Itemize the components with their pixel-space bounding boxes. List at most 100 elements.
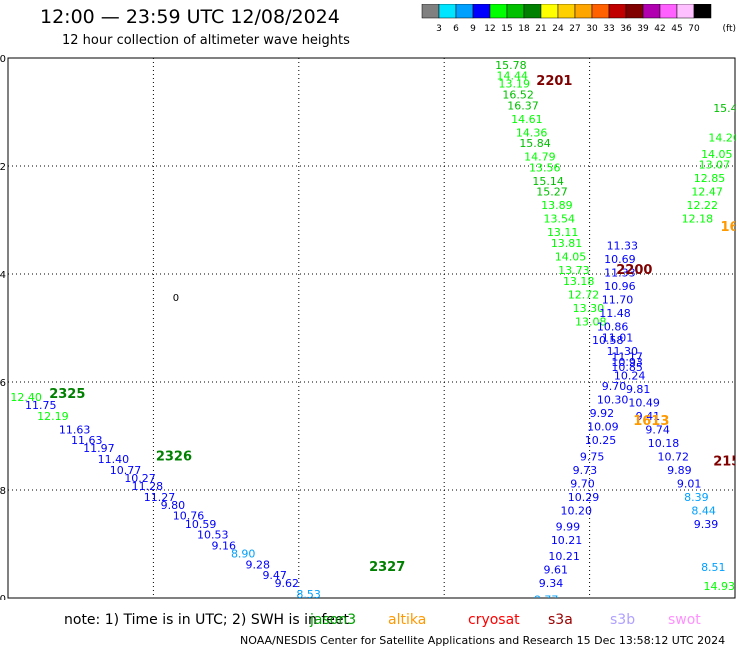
- wave-height-value: 13.08: [575, 315, 607, 328]
- satellite-legend-item: altika: [388, 612, 427, 628]
- wave-height-value: 12.19: [37, 410, 69, 423]
- colorbar-label: 42: [654, 24, 665, 34]
- wave-height-value: 10.18: [648, 437, 680, 450]
- y-tick-label: -52: [0, 162, 6, 173]
- pass-label: 2202: [527, 44, 563, 59]
- wave-height-value: 9.34: [539, 577, 564, 590]
- pass-label: 2326: [156, 449, 192, 464]
- wave-height-value: 10.20: [561, 504, 593, 517]
- wave-height-value: 14.36: [516, 126, 548, 139]
- colorbar-label: 3: [436, 24, 442, 34]
- satellite-legend-item: s3a: [548, 612, 573, 628]
- wave-height-value: 12.85: [694, 172, 726, 185]
- wave-height-value: 14.44: [497, 70, 529, 83]
- wave-height-value: 10.76: [173, 510, 205, 523]
- wave-height-value: 14.05: [701, 148, 733, 161]
- wave-height-value: 11.63: [71, 434, 103, 447]
- colorbar-label: 70: [688, 24, 700, 34]
- wave-height-value: 8.44: [691, 504, 716, 517]
- wave-height-value: 10.86: [597, 321, 629, 334]
- wave-height-value: 16.52: [502, 89, 534, 102]
- wave-height-value: 11.33: [607, 240, 639, 253]
- wave-height-value: 13.18: [563, 275, 595, 288]
- wave-height-value: 14.61: [511, 113, 542, 126]
- pass-label: 2201: [536, 74, 572, 89]
- wave-height-value: 13.30: [573, 302, 605, 315]
- plot-frame: [7, 57, 736, 599]
- colorbar-label: 9: [470, 24, 476, 34]
- wave-height-value: 10.21: [551, 534, 583, 547]
- y-tick-label: -60: [0, 594, 6, 600]
- wave-height-value: 12.40: [10, 391, 42, 404]
- wave-height-value: 10.59: [185, 518, 217, 531]
- wave-height-value: 11.97: [83, 442, 115, 455]
- wave-height-value: 10.58: [592, 334, 624, 347]
- wave-height-value: 15.14: [532, 175, 564, 188]
- wave-height-value: 11.27: [144, 491, 176, 504]
- wave-height-value: 8.55: [313, 596, 338, 600]
- colorbar-label: 39: [637, 24, 649, 34]
- wave-height-value: 9.28: [245, 558, 270, 571]
- wave-height-value: 13.73: [558, 264, 590, 277]
- wave-height-value: 10.29: [568, 491, 600, 504]
- satellite-legend-item: s3b: [610, 612, 636, 628]
- wave-height-chart: 03691215-50-52-54-56-58-6014.5415.7814.4…: [0, 44, 740, 600]
- wave-height-value: 13.89: [541, 199, 573, 212]
- wave-height-value: 9.70: [570, 477, 595, 490]
- wave-height-value: 10.85: [611, 361, 643, 374]
- page-subtitle: 12 hour collection of altimeter wave hei…: [62, 33, 350, 48]
- wave-height-value: 10.24: [614, 369, 646, 382]
- wave-height-value: 16.37: [507, 99, 539, 112]
- colorbar-label: 36: [620, 24, 632, 34]
- wave-height-value: 8.39: [684, 491, 709, 504]
- wave-height-value: 13.56: [529, 161, 561, 174]
- wave-height-value: 14.54: [488, 45, 520, 58]
- wave-height-value: 9.70: [602, 380, 627, 393]
- wave-height-value: 8.53: [296, 588, 321, 600]
- colorbar-label: 24: [552, 24, 564, 34]
- y-tick-label: -56: [0, 378, 6, 389]
- wave-height-value: 12.22: [687, 199, 719, 212]
- wave-height-value: 11.48: [599, 307, 631, 320]
- wave-height-value: 11.40: [98, 453, 130, 466]
- wave-height-value: 10.77: [110, 464, 142, 477]
- wave-height-value: 15.78: [495, 59, 526, 72]
- wave-height-value: 9.89: [667, 464, 692, 477]
- pass-label: 2200: [616, 263, 652, 278]
- satellite-legend-item: swot: [668, 612, 701, 628]
- wave-height-value: 12.47: [691, 186, 723, 199]
- y-tick-label: -54: [0, 270, 6, 281]
- wave-height-value: 10.69: [604, 253, 636, 266]
- y-tick-label: -58: [0, 486, 6, 497]
- pass-label: 2159: [713, 455, 740, 470]
- colorbar-label: 45: [671, 24, 682, 34]
- footer-credit: NOAA/NESDIS Center for Satellite Applica…: [240, 634, 726, 647]
- colorbar-label: 21: [535, 24, 546, 34]
- wave-height-value: 11.63: [59, 423, 91, 436]
- colorbar-unit: (ft): [722, 24, 736, 34]
- pass-label: 2325: [49, 387, 85, 402]
- wave-height-value: 9.74: [645, 423, 670, 436]
- page-title: 12:00 — 23:59 UTC 12/08/2024: [40, 6, 340, 28]
- wave-height-value: 13.54: [544, 213, 576, 226]
- colorbar-label: 18: [518, 24, 530, 34]
- wave-height-value: 9.61: [544, 564, 569, 577]
- wave-height-value: 10.27: [124, 472, 156, 485]
- wave-height-value: 9.01: [677, 477, 702, 490]
- pass-label: 2327: [369, 560, 405, 575]
- wave-height-value: 10.93: [611, 356, 643, 369]
- wave-height-value: 15.84: [519, 137, 551, 150]
- wave-height-value: 10.49: [628, 396, 660, 409]
- colorbar-label: 30: [586, 24, 598, 34]
- wave-height-value: 9.62: [275, 577, 300, 590]
- wave-height-value: 10.53: [197, 529, 229, 542]
- wave-height-value: 9.39: [694, 518, 719, 531]
- satellite-legend-item: jason3: [310, 612, 357, 628]
- wave-height-value: 9.80: [161, 499, 186, 512]
- wave-height-value: 8.90: [231, 548, 256, 561]
- wave-height-value: 11.30: [607, 345, 639, 358]
- wave-height-value: 14.79: [524, 151, 556, 164]
- wave-height-value: 9.99: [556, 521, 581, 534]
- wave-height-value: 11.33: [604, 267, 636, 280]
- pass-label: 16: [720, 220, 738, 235]
